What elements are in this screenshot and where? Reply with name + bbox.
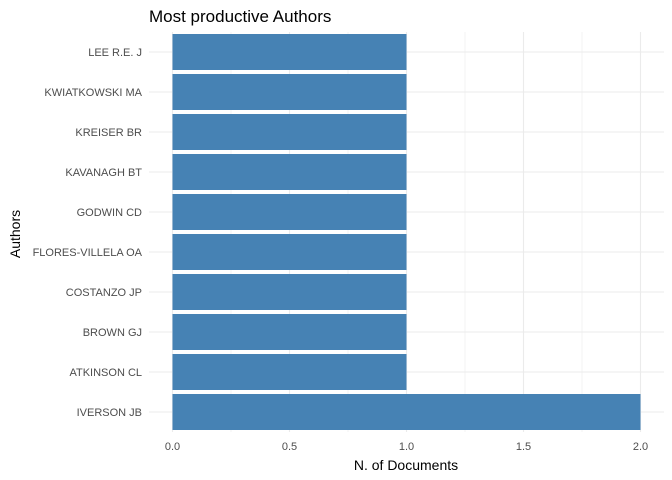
- y-tick-label: COSTANZO JP: [66, 287, 142, 299]
- bar: [172, 34, 407, 70]
- y-axis-title: Authors: [7, 210, 23, 258]
- y-tick-label: IVERSON JB: [77, 407, 142, 419]
- bar: [172, 274, 407, 310]
- y-tick-label: ATKINSON CL: [69, 367, 142, 379]
- x-axis-title: N. of Documents: [354, 457, 458, 473]
- bar: [172, 194, 407, 230]
- y-tick-label: GODWIN CD: [77, 207, 142, 219]
- bar: [172, 154, 407, 190]
- bar: [172, 234, 407, 270]
- y-tick-label: KAVANAGH BT: [65, 167, 142, 179]
- y-tick-label: KWIATKOWSKI MA: [44, 87, 142, 99]
- y-tick-label: KREISER BR: [75, 127, 142, 139]
- chart-title: Most productive Authors: [149, 7, 331, 26]
- y-tick-label: BROWN GJ: [83, 327, 142, 339]
- bar: [172, 394, 641, 430]
- x-tick-label: 1.0: [399, 441, 414, 453]
- bar: [172, 74, 407, 110]
- x-tick-labels: 0.0 0.5 1.0 1.5 2.0: [165, 441, 648, 453]
- x-tick-label: 0.0: [165, 441, 180, 453]
- bar: [172, 354, 407, 390]
- y-tick-label: FLORES-VILLELA OA: [33, 247, 143, 259]
- bar: [172, 314, 407, 350]
- x-tick-label: 1.5: [516, 441, 531, 453]
- bars: [172, 34, 641, 430]
- x-tick-label: 2.0: [633, 441, 648, 453]
- x-tick-label: 0.5: [282, 441, 297, 453]
- y-tick-label: LEE R.E. J: [88, 47, 142, 59]
- bar: [172, 114, 407, 150]
- y-tick-labels: IVERSON JB ATKINSON CL BROWN GJ COSTANZO JP…: [33, 47, 143, 419]
